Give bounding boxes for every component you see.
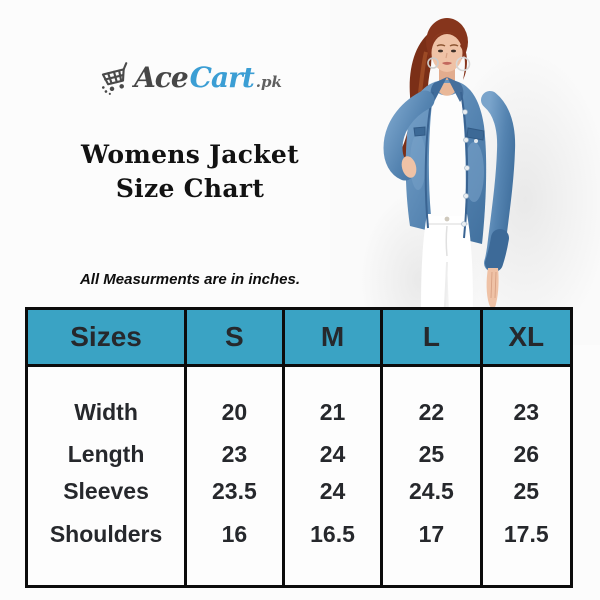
cell-shoulders-l: 17 <box>380 510 483 587</box>
brand-name-primary: Ace <box>134 61 189 94</box>
table-row: Shoulders 16 16.5 17 17.5 <box>24 510 573 587</box>
table-row: Length 23 24 25 26 <box>24 435 573 474</box>
cell-sleeves-xl: 25 <box>479 473 573 511</box>
table-row: Width 20 21 22 23 <box>24 365 573 436</box>
row-label-width: Width <box>24 365 188 436</box>
page-title: Womens Jacket Size Chart <box>0 138 380 206</box>
size-chart-table: Sizes S M L XL Width 20 21 22 23 Length … <box>24 307 573 588</box>
header-size-l: L <box>380 307 483 367</box>
row-label-sleeves: Sleeves <box>24 473 188 511</box>
cell-length-xl: 26 <box>479 435 573 474</box>
row-label-shoulders: Shoulders <box>24 510 188 587</box>
brand-logo: Ace Cart .pk <box>0 60 380 95</box>
cell-shoulders-s: 16 <box>184 510 285 587</box>
header-sizes: Sizes <box>24 307 188 367</box>
shopping-cart-icon <box>101 62 128 95</box>
cell-sleeves-l: 24.5 <box>380 473 483 511</box>
row-label-length: Length <box>24 435 188 474</box>
cell-sleeves-m: 24 <box>281 473 384 511</box>
model-illustration <box>330 0 600 370</box>
model-photo <box>330 0 600 370</box>
page-title-line2: Size Chart <box>115 173 265 203</box>
cell-shoulders-m: 16.5 <box>281 510 384 587</box>
header-size-m: M <box>281 307 384 367</box>
cell-length-s: 23 <box>184 435 285 474</box>
cell-width-xl: 23 <box>479 365 573 436</box>
cell-width-l: 22 <box>380 365 483 436</box>
header-size-xl: XL <box>479 307 573 367</box>
cell-length-l: 25 <box>380 435 483 474</box>
cell-length-m: 24 <box>281 435 384 474</box>
brand-tld: .pk <box>255 73 282 91</box>
cell-width-s: 20 <box>184 365 285 436</box>
measurement-note: All Measurments are in inches. <box>79 271 301 288</box>
cell-sleeves-s: 23.5 <box>184 473 285 511</box>
brand-name-secondary: Cart <box>189 61 255 94</box>
cell-shoulders-xl: 17.5 <box>479 510 573 587</box>
cell-width-m: 21 <box>281 365 384 436</box>
table-header-row: Sizes S M L XL <box>24 307 573 367</box>
page-title-line1: Womens Jacket <box>81 140 299 169</box>
table-row: Sleeves 23.5 24 24.5 25 <box>24 473 573 511</box>
header-size-s: S <box>184 307 285 367</box>
